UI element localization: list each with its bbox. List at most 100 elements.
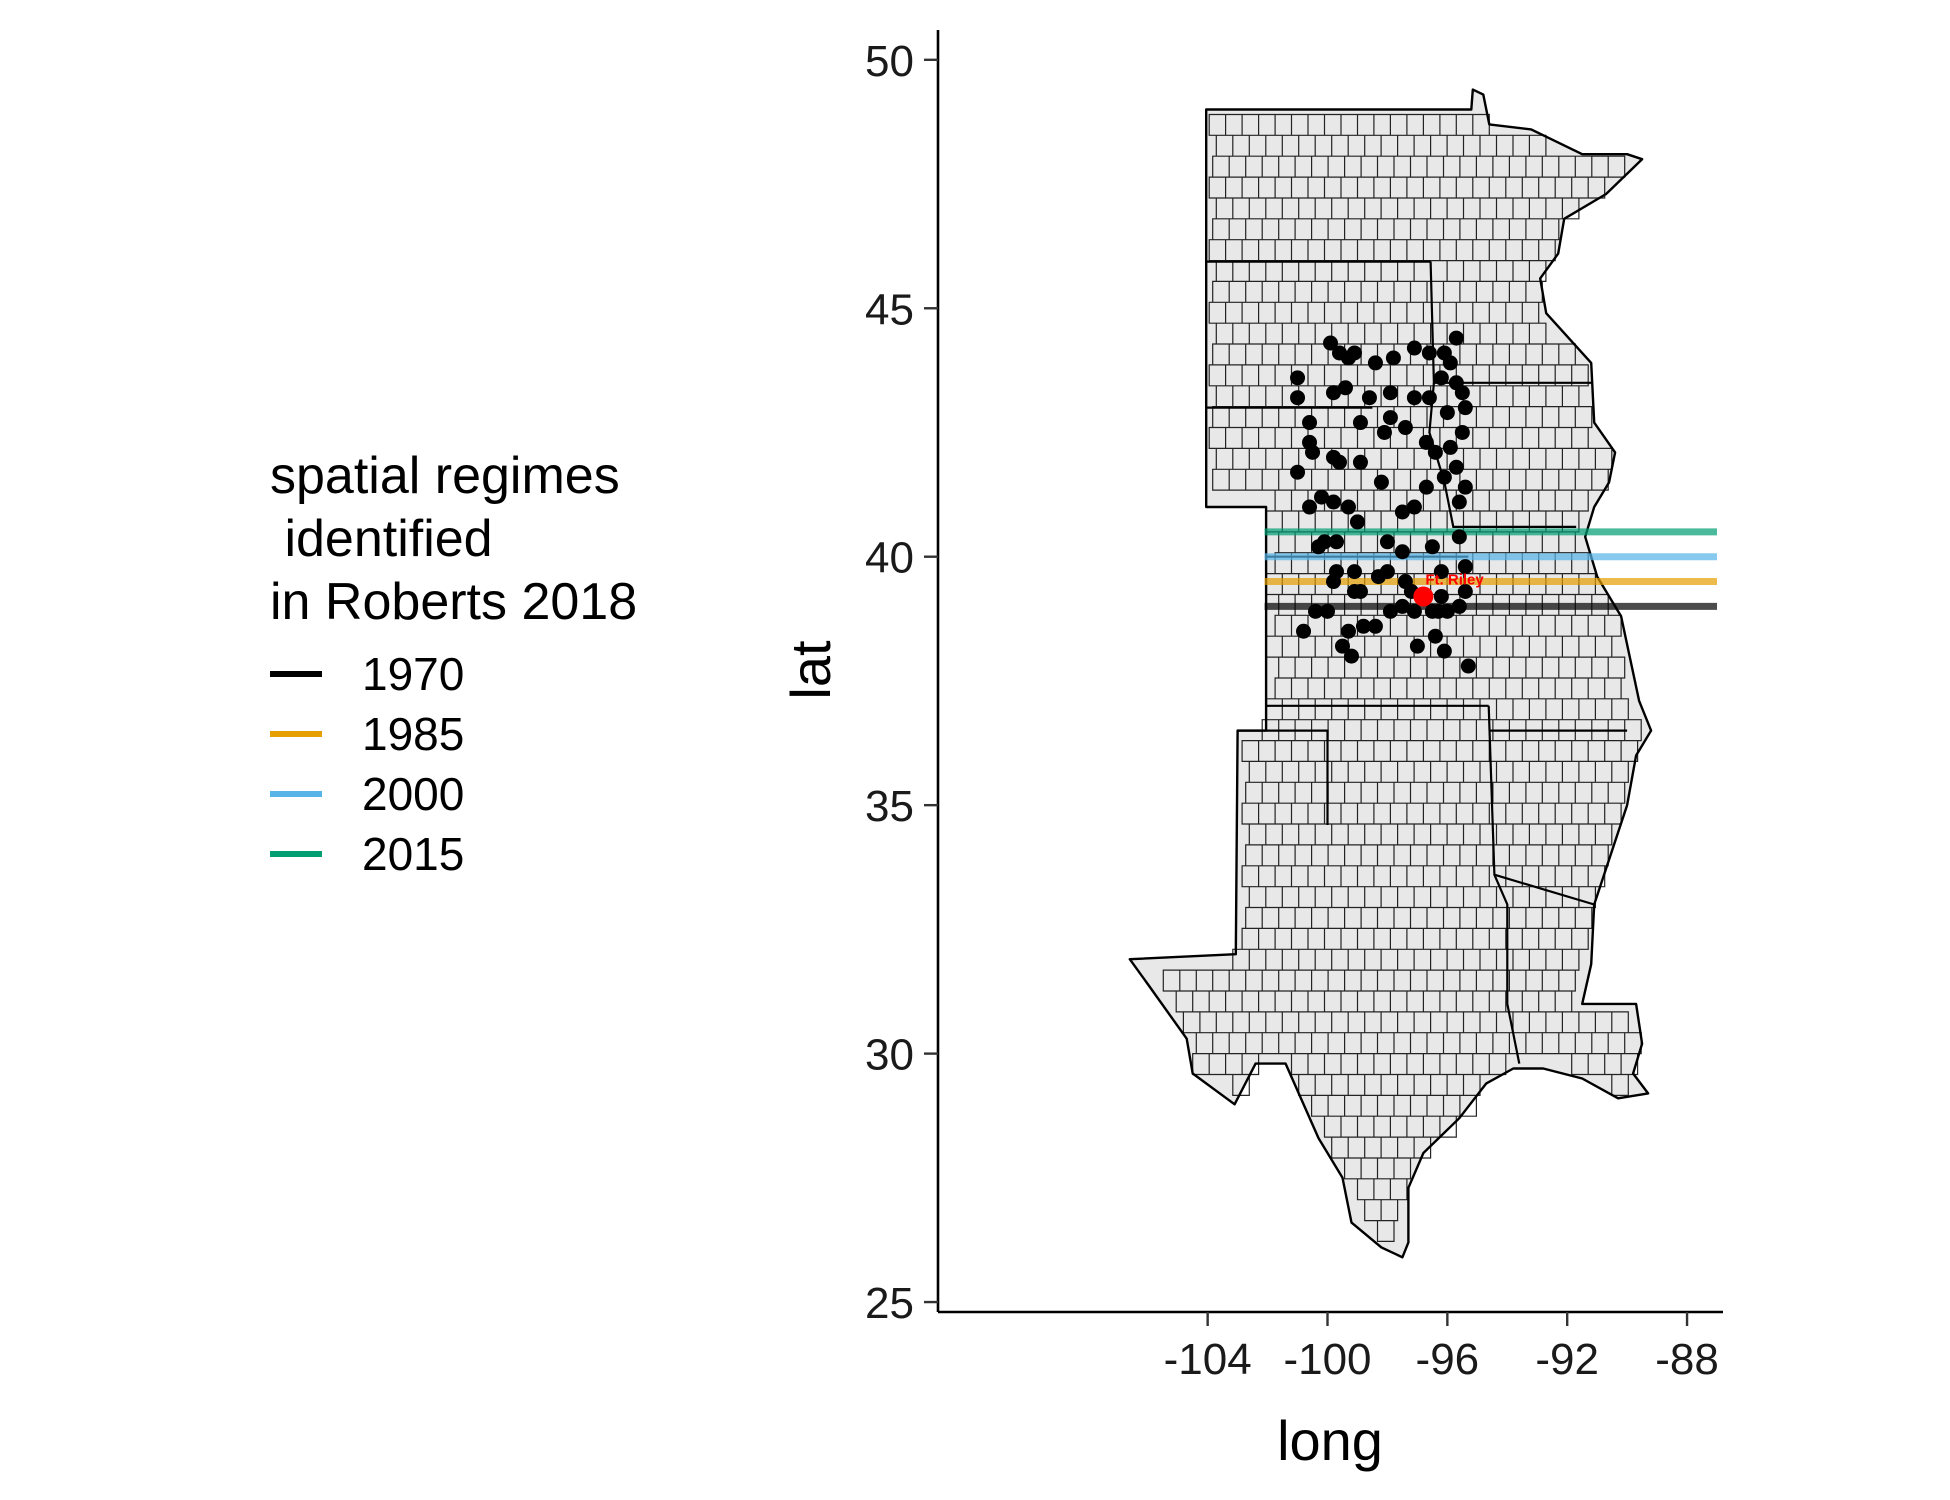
data-point — [1457, 559, 1473, 575]
y-tick-label: 45 — [865, 285, 914, 334]
x-tick-label: -104 — [1164, 1335, 1252, 1384]
data-point — [1457, 583, 1473, 599]
data-point — [1349, 514, 1365, 530]
data-point — [1442, 355, 1458, 371]
data-point — [1394, 544, 1410, 560]
data-point — [1290, 464, 1306, 480]
legend-title: spatial regimes identified in Roberts 20… — [270, 447, 638, 631]
data-point — [1394, 504, 1410, 520]
x-tick-label: -92 — [1535, 1335, 1599, 1384]
data-point — [1355, 618, 1371, 634]
data-point — [1376, 424, 1392, 440]
data-point — [1296, 623, 1312, 639]
data-point — [1367, 355, 1383, 371]
data-point — [1325, 449, 1341, 465]
data-point — [1340, 623, 1356, 639]
data-point — [1439, 405, 1455, 421]
data-point — [1382, 603, 1398, 619]
legend-key-1970 — [270, 671, 322, 677]
data-point — [1433, 370, 1449, 386]
legend-label-1970: 1970 — [362, 648, 465, 700]
data-point — [1352, 454, 1368, 470]
y-tick-label: 35 — [865, 782, 914, 831]
state-polygons — [1128, 88, 1653, 1259]
legend-label-2015: 2015 — [362, 828, 465, 880]
legend-key-2015 — [270, 851, 322, 857]
data-point — [1320, 603, 1336, 619]
county-grid — [1162, 113, 1642, 1242]
data-point — [1418, 479, 1434, 495]
data-point — [1406, 499, 1422, 515]
legend-key-1985 — [270, 731, 322, 737]
data-point — [1290, 370, 1306, 386]
data-point — [1382, 410, 1398, 426]
data-point — [1451, 598, 1467, 614]
data-point — [1328, 534, 1344, 550]
legend-item-2000: 2000 — [270, 764, 637, 824]
data-point — [1427, 444, 1443, 460]
data-point — [1433, 564, 1449, 580]
data-point — [1361, 390, 1377, 406]
map-panel: Ft. Riley — [1128, 88, 1718, 1259]
x-tick-label: -88 — [1655, 1335, 1719, 1384]
data-point — [1290, 390, 1306, 406]
legend-item-2015: 2015 — [270, 824, 637, 884]
data-point — [1382, 385, 1398, 401]
data-point — [1457, 479, 1473, 495]
data-point — [1302, 415, 1318, 431]
data-point — [1409, 638, 1425, 654]
data-points — [1290, 330, 1476, 674]
data-point — [1454, 424, 1470, 440]
data-point — [1451, 494, 1467, 510]
data-point — [1442, 439, 1458, 455]
data-point — [1424, 539, 1440, 555]
data-point — [1325, 385, 1341, 401]
data-point — [1302, 499, 1318, 515]
data-point — [1457, 400, 1473, 416]
data-point — [1314, 489, 1330, 505]
data-point — [1305, 444, 1321, 460]
data-point — [1337, 380, 1353, 396]
legend-key-2000 — [270, 791, 322, 797]
data-point — [1460, 658, 1476, 674]
legend-label-2000: 2000 — [362, 768, 465, 820]
data-point — [1421, 390, 1437, 406]
legend-item-1970: 1970 — [270, 644, 637, 704]
data-point — [1448, 459, 1464, 475]
ft-riley-point — [1413, 586, 1434, 607]
data-point — [1436, 643, 1452, 659]
data-point — [1406, 603, 1422, 619]
data-point — [1379, 534, 1395, 550]
highlight-point: Ft. Riley — [1413, 571, 1484, 607]
data-point — [1451, 529, 1467, 545]
data-point — [1346, 564, 1362, 580]
data-point — [1397, 420, 1413, 436]
data-point — [1308, 603, 1324, 619]
data-point — [1340, 499, 1356, 515]
data-point — [1433, 588, 1449, 604]
data-point — [1346, 583, 1362, 599]
data-point — [1406, 390, 1422, 406]
legend: spatial regimes identified in Roberts 20… — [270, 445, 637, 884]
data-point — [1379, 564, 1395, 580]
data-point — [1436, 469, 1452, 485]
data-point — [1430, 603, 1446, 619]
data-point — [1323, 335, 1338, 351]
data-point — [1385, 350, 1401, 366]
data-point — [1352, 415, 1368, 431]
legend-label-1985: 1985 — [362, 708, 465, 760]
ft-riley-label: Ft. Riley — [1425, 571, 1484, 588]
data-point — [1418, 434, 1434, 450]
data-point — [1311, 539, 1327, 555]
data-point — [1367, 618, 1383, 634]
data-point — [1346, 345, 1362, 361]
x-axis-title: long — [1277, 1409, 1383, 1472]
x-tick-label: -100 — [1283, 1335, 1371, 1384]
data-point — [1325, 574, 1341, 590]
data-point — [1394, 598, 1410, 614]
legend-item-1985: 1985 — [270, 704, 637, 764]
x-tick-label: -96 — [1416, 1335, 1480, 1384]
y-axis-title: lat — [779, 640, 842, 700]
data-point — [1448, 330, 1464, 346]
